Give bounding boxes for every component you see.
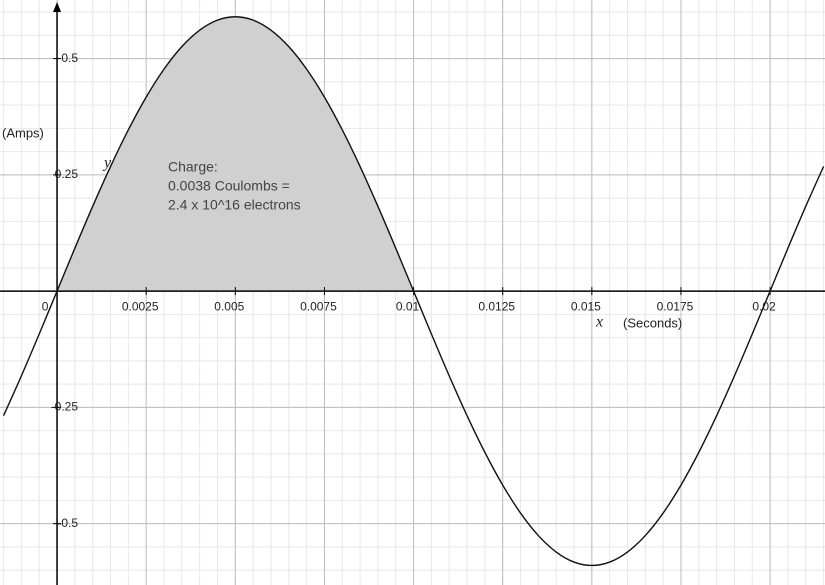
x-tick-label: 0.0025 [122, 299, 159, 313]
x-symbol: x [595, 314, 603, 331]
annotation: Charge: [168, 159, 218, 175]
y-axis-label: (Amps) [2, 125, 44, 140]
annotation: 0.0038 Coulombs = [168, 178, 290, 194]
annotation: 2.4 x 10^16 electrons [168, 197, 301, 213]
shaded-area [57, 16, 414, 292]
x-tick-label: 0.0125 [478, 299, 515, 313]
x-tick-label: 0.0175 [657, 299, 694, 313]
y-tick-label: -0.25 [51, 400, 79, 414]
y-tick-label: 0.25 [55, 167, 79, 181]
x-tick-label: 0.02 [752, 299, 776, 313]
x-tick-label: 0.005 [214, 299, 244, 313]
x-tick-label: 0.01 [396, 299, 420, 313]
x-tick-label: 0 [42, 299, 49, 313]
y-tick-label: -0.5 [57, 516, 78, 530]
y-axis-arrow [53, 2, 62, 12]
x-axis-label: (Seconds) [623, 315, 682, 330]
labels: 0 0.0025 0.005 0.0075 0.01 0.0125 0.015 0.0175 0… [2, 51, 776, 530]
y-tick-label: 0.5 [61, 51, 78, 65]
y-symbol: y [102, 155, 112, 172]
x-tick-label: 0.015 [571, 299, 601, 313]
line-series [2, 16, 825, 567]
x-tick-label: 0.0075 [300, 299, 337, 313]
